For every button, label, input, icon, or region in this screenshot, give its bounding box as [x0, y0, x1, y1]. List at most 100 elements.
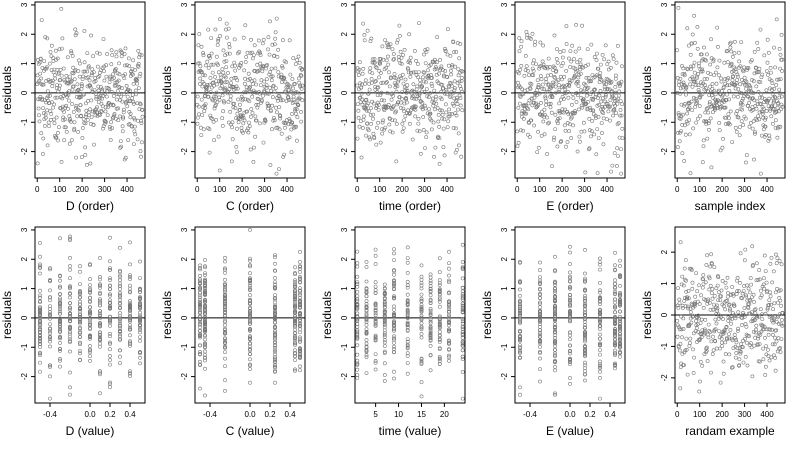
data-point	[260, 41, 265, 46]
data-point	[58, 236, 62, 241]
data-point	[223, 338, 227, 343]
data-point	[681, 112, 685, 117]
data-point	[568, 362, 572, 367]
data-point	[598, 324, 602, 329]
data-point	[754, 106, 759, 111]
data-point	[754, 65, 758, 70]
data-point	[211, 80, 216, 85]
data-point	[618, 338, 622, 343]
data-point	[102, 69, 106, 74]
data-point	[293, 330, 297, 335]
data-point	[683, 295, 688, 300]
x-tick-label: 300	[738, 410, 752, 419]
data-point	[421, 70, 426, 75]
data-point	[219, 80, 224, 84]
data-point	[62, 138, 67, 143]
data-point	[696, 329, 701, 334]
data-point	[203, 273, 207, 278]
data-point	[447, 321, 451, 326]
data-point	[85, 162, 89, 167]
data-point	[138, 313, 142, 318]
data-point	[404, 96, 408, 100]
data-point	[405, 292, 410, 297]
data-point	[428, 286, 433, 291]
data-point	[744, 160, 748, 165]
data-point	[411, 82, 416, 87]
data-point	[771, 307, 776, 312]
data-point	[300, 83, 305, 88]
data-point	[420, 105, 425, 109]
data-point	[729, 365, 734, 370]
data-point	[124, 83, 129, 88]
data-point	[696, 83, 701, 88]
data-point	[756, 47, 761, 51]
data-point	[553, 324, 557, 329]
data-point	[695, 289, 700, 294]
data-point	[449, 72, 454, 77]
data-point	[613, 321, 617, 326]
data-point	[117, 61, 121, 66]
data-point	[293, 341, 297, 346]
data-point	[759, 92, 764, 96]
data-point	[355, 361, 360, 366]
data-point	[289, 127, 294, 132]
data-point	[460, 396, 465, 401]
data-point	[754, 323, 759, 328]
data-point	[540, 87, 545, 91]
data-point	[119, 94, 123, 99]
data-point	[209, 51, 214, 56]
data-point	[48, 304, 52, 309]
data-point	[392, 334, 396, 339]
data-point	[601, 142, 606, 147]
data-point	[355, 311, 360, 316]
data-point	[242, 68, 247, 73]
data-point	[273, 293, 277, 298]
data-point	[289, 120, 294, 125]
data-point	[98, 292, 102, 296]
data-point	[376, 102, 381, 107]
data-point	[719, 294, 723, 299]
data-point	[109, 62, 114, 67]
data-point	[553, 359, 557, 364]
x-axis-label: time (value)	[379, 424, 442, 438]
data-point	[620, 136, 625, 141]
data-point	[733, 355, 738, 360]
data-point	[578, 139, 582, 144]
data-point	[725, 60, 730, 65]
data-point	[538, 319, 542, 324]
data-point	[273, 349, 277, 354]
data-point	[139, 53, 144, 58]
data-point	[116, 78, 121, 83]
data-point	[402, 118, 407, 123]
data-point	[539, 133, 544, 138]
data-point	[220, 116, 225, 121]
data-point	[723, 81, 728, 86]
data-point	[535, 150, 540, 155]
data-point	[684, 289, 689, 294]
data-point	[770, 81, 775, 86]
data-point	[739, 91, 744, 96]
data-point	[98, 309, 102, 314]
data-point	[735, 78, 739, 83]
data-point	[553, 289, 557, 293]
data-point	[221, 48, 226, 53]
data-point	[553, 353, 557, 358]
y-tick-label: -1	[660, 118, 669, 126]
data-point	[227, 45, 232, 50]
data-point	[88, 262, 92, 267]
data-point	[518, 293, 522, 298]
data-point	[747, 100, 752, 105]
data-point	[45, 65, 49, 70]
data-point	[367, 135, 372, 140]
data-point	[598, 312, 602, 316]
data-point	[131, 100, 136, 104]
data-point	[543, 77, 548, 81]
data-point	[677, 325, 681, 330]
data-point	[428, 331, 433, 335]
data-point	[568, 381, 572, 386]
data-point	[138, 303, 142, 308]
data-point	[571, 76, 576, 80]
data-point	[107, 125, 112, 129]
data-point	[454, 97, 459, 102]
